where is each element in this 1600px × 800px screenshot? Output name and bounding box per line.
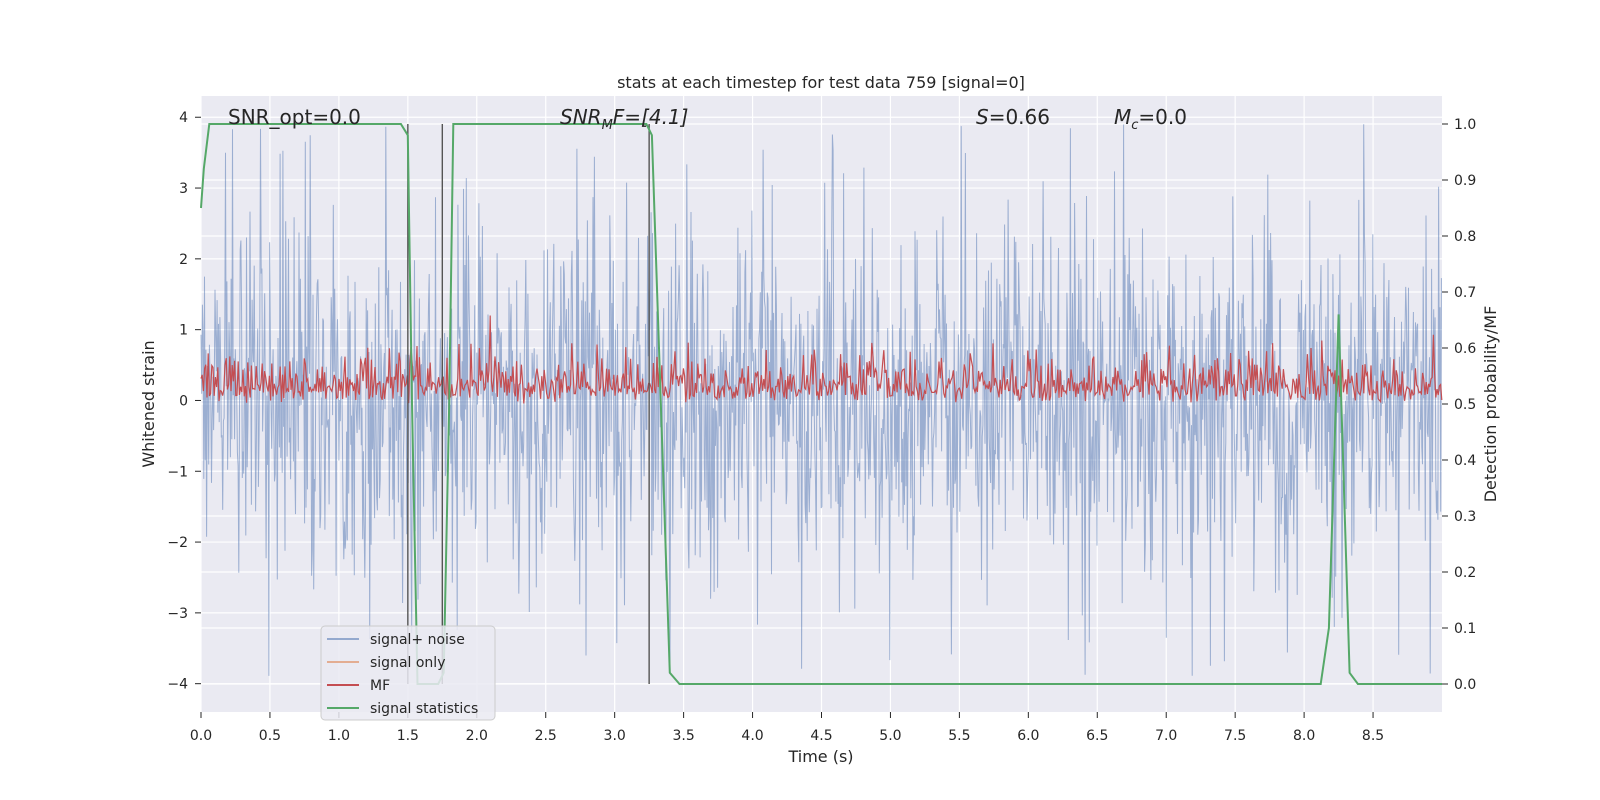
annotation-s: S=0.66	[976, 105, 1050, 129]
x-tick-4: 2.0	[466, 728, 488, 744]
x-axis-label: Time (s)	[787, 747, 853, 766]
y2-tick-3: 0.3	[1454, 509, 1476, 525]
y2-tick-6: 0.6	[1454, 341, 1476, 357]
vertical-markers	[407, 124, 650, 684]
legend: signal+ noise signal only MF signal stat…	[320, 625, 496, 721]
y2-axis-label: Detection probability/MF	[1481, 306, 1500, 503]
x-tick-16: 8.0	[1293, 728, 1315, 744]
x-tick-17: 8.5	[1362, 728, 1384, 744]
x-tick-15: 7.5	[1224, 728, 1246, 744]
x-tick-13: 6.5	[1086, 728, 1108, 744]
y-tick-6: 2	[179, 252, 188, 268]
legend-label-signal-only: signal only	[370, 655, 445, 671]
y-tick-8: 4	[179, 110, 188, 126]
annotation-snr-opt: SNR_opt=0.0	[228, 105, 361, 129]
x-tick-2: 1.0	[328, 728, 350, 744]
x-tick-1: 0.5	[259, 728, 281, 744]
x-tick-8: 4.0	[741, 728, 763, 744]
x-tick-0: 0.0	[190, 728, 212, 744]
y-tick-0: −4	[167, 677, 188, 693]
x-tick-14: 7.0	[1155, 728, 1177, 744]
series-signal-statistics	[200, 123, 1442, 685]
annotation-snr-mf-sub: M	[602, 118, 613, 133]
annotation-snr-mf-base: SNR	[560, 105, 602, 129]
x-tick-7: 3.5	[672, 728, 694, 744]
x-tick-10: 5.0	[879, 728, 901, 744]
y-tick-5: 1	[179, 323, 188, 339]
annotation-mc: Mc=0.0	[1114, 105, 1187, 133]
chart-title: stats at each timestep for test data 759…	[617, 73, 1025, 92]
annotation-snr-mf: SNRMF=[4.1]	[560, 105, 688, 133]
y2-tick-10: 1.0	[1454, 117, 1476, 133]
y2-tick-5: 0.5	[1454, 397, 1476, 413]
y2-tick-2: 0.2	[1454, 565, 1476, 581]
y-axis-label: Whitened strain	[139, 340, 158, 467]
legend-box	[320, 625, 496, 721]
legend-label-mf: MF	[370, 678, 390, 694]
y-tick-7: 3	[179, 181, 188, 197]
x-tick-11: 5.5	[948, 728, 970, 744]
x-tick-labels: 0.0 0.5 1.0 1.5 2.0 2.5 3.0 3.5 4.0 4.5 5.0 5.5 6.0 6…	[190, 712, 1384, 744]
y-tick-1: −3	[167, 606, 188, 622]
line-signal-statistics	[200, 123, 1442, 685]
annotation-mc-sub: c	[1131, 118, 1138, 133]
x-tick-12: 6.0	[1017, 728, 1039, 744]
y-tick-3: −1	[167, 464, 188, 480]
x-tick-5: 2.5	[535, 728, 557, 744]
annotation-s-label: S	[976, 105, 989, 129]
y-tick-labels: −4 −3 −2 −1 0 1 2 3 4	[167, 110, 201, 693]
x-tick-9: 4.5	[810, 728, 832, 744]
y-tick-4: 0	[179, 393, 188, 409]
annotation-s-value: =0.66	[989, 105, 1050, 129]
x-tick-3: 1.5	[397, 728, 419, 744]
annotation-mc-value: =0.0	[1138, 105, 1187, 129]
legend-label-signal-statistics: signal statistics	[370, 701, 478, 717]
legend-label-signal-noise: signal+ noise	[370, 632, 465, 648]
y2-tick-4: 0.4	[1454, 453, 1476, 469]
y2-tick-7: 0.7	[1454, 285, 1476, 301]
y2-tick-1: 0.1	[1454, 621, 1476, 637]
y2-tick-labels: 0.0 0.1 0.2 0.3 0.4 0.5 0.6 0.7 0.8 0.9 1.0	[1442, 117, 1476, 693]
y-tick-2: −2	[167, 535, 188, 551]
y2-tick-9: 0.9	[1454, 173, 1476, 189]
x-tick-6: 3.0	[604, 728, 626, 744]
y2-tick-0: 0.0	[1454, 677, 1476, 693]
y2-tick-8: 0.8	[1454, 229, 1476, 245]
grid-lines	[200, 96, 1442, 712]
annotation-mc-base: M	[1114, 105, 1131, 129]
annotation-snr-mf-rest: F=[4.1]	[613, 105, 689, 129]
